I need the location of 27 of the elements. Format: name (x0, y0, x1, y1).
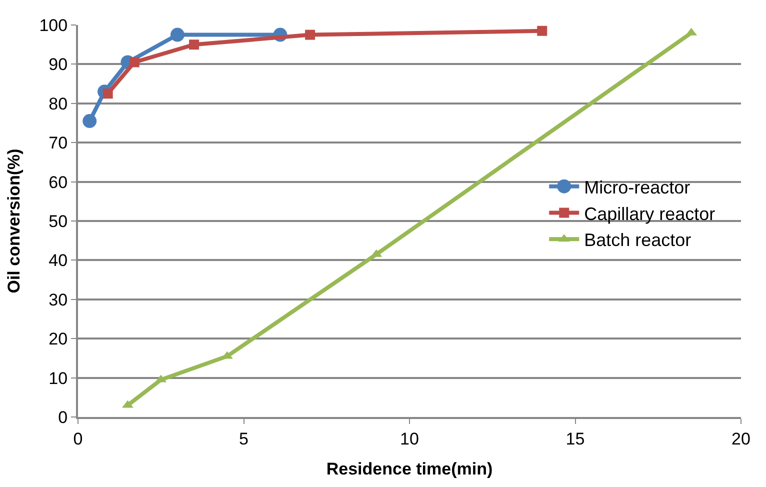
legend-label: Micro-reactor (584, 177, 690, 198)
y-tick-label: 80 (48, 94, 68, 114)
x-tick-label: 15 (566, 429, 585, 448)
y-tick-label: 90 (48, 55, 68, 74)
y-tick-label: 60 (48, 172, 68, 192)
y-tick-label: 30 (48, 290, 68, 310)
legend-label: Batch reactor (584, 230, 692, 250)
y-tick-label: 40 (48, 251, 68, 270)
y-axis-title: Oil conversion(%) (4, 148, 24, 294)
legend-label: Capillary reactor (584, 204, 716, 224)
point (537, 26, 548, 36)
y-tick-label: 70 (48, 134, 68, 153)
y-tick-label: 10 (48, 368, 68, 388)
point (170, 28, 184, 42)
y-tick-label: 100 (39, 16, 68, 35)
x-tick-label: 10 (400, 429, 419, 448)
x-tick-label: 0 (73, 429, 83, 448)
point (189, 40, 200, 50)
y-tick-label: 20 (48, 330, 68, 349)
x-tick-label: 20 (732, 429, 750, 448)
point (129, 57, 140, 68)
point (82, 114, 97, 128)
y-tick-label: 0 (58, 408, 68, 427)
point (305, 30, 316, 40)
x-axis-title: Residence time(min) (326, 459, 493, 478)
x-tick-label: 5 (239, 429, 248, 448)
y-tick-label: 50 (48, 212, 68, 231)
